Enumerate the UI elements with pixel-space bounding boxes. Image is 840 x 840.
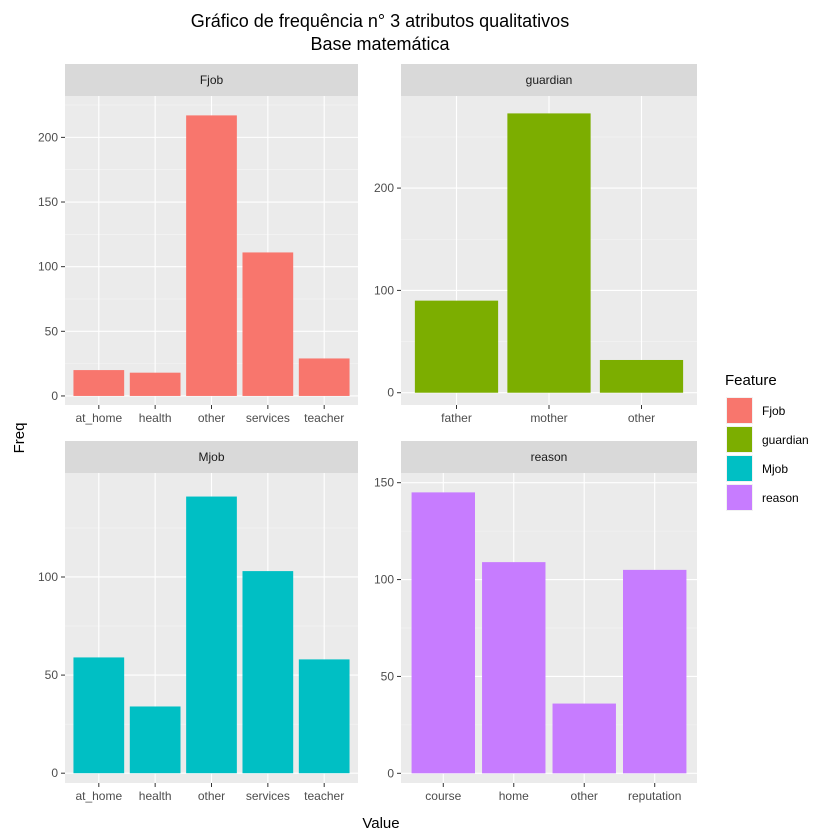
y-tick-label: 0 [387, 766, 394, 780]
facet-panel-reason: reason 0 50 100 150 course home other reputation [374, 441, 697, 803]
y-tick-label: 200 [374, 181, 394, 195]
y-tick-label: 200 [38, 130, 58, 144]
y-tick-label: 0 [387, 386, 394, 400]
legend-key-fjob [727, 398, 752, 423]
legend-title: Feature [725, 372, 777, 389]
strip-background [65, 441, 358, 473]
legend-key-reason [727, 485, 752, 510]
x-tick-label: other [628, 411, 655, 425]
x-tick-label: at_home [75, 789, 122, 803]
bar-fjob-health [129, 372, 181, 396]
x-tick-label: course [425, 789, 461, 803]
x-tick-label: health [139, 411, 172, 425]
x-axis-title: Value [362, 815, 399, 832]
legend-key-guardian [727, 427, 752, 452]
y-tick-label: 100 [374, 283, 394, 297]
x-tick-label: services [246, 789, 290, 803]
bar-fjob-at_home [73, 370, 125, 396]
bar-reason-reputation [623, 569, 687, 774]
legend-label-reason: reason [762, 491, 799, 505]
facet-panel-guardian: guardian 0 100 200 father mother other [374, 64, 697, 425]
bar-reason-home [482, 562, 546, 774]
x-tick-label: other [571, 789, 598, 803]
x-tick-label: other [198, 411, 225, 425]
bar-reason-course [411, 492, 475, 774]
legend-label-guardian: guardian [762, 433, 809, 447]
y-tick-label: 50 [381, 669, 395, 683]
x-tick-label: teacher [304, 789, 344, 803]
y-axis-title: Freq [11, 423, 28, 454]
x-tick-label: at_home [75, 411, 122, 425]
facet-panel-mjob: Mjob 0 50 100 at_home health other services teac… [38, 441, 358, 803]
x-tick-label: health [139, 789, 172, 803]
y-tick-label: 150 [38, 195, 58, 209]
bar-guardian-father [414, 300, 499, 393]
strip-label: Fjob [200, 73, 224, 87]
x-tick-label: mother [530, 411, 567, 425]
chart-subtitle: Base matemática [310, 34, 450, 54]
bar-fjob-teacher [298, 358, 350, 396]
y-tick-label: 100 [374, 573, 394, 587]
facet-panel-fjob: Fjob 0 50 100 150 200 at_home health other servic… [38, 64, 358, 425]
bar-guardian-other [599, 359, 684, 393]
strip-background [401, 441, 697, 473]
strip-background [65, 64, 358, 96]
strip-label: Mjob [198, 450, 224, 464]
chart-title: Gráfico de frequência n° 3 atributos qua… [191, 11, 569, 31]
legend-label-fjob: Fjob [762, 404, 786, 418]
y-tick-label: 100 [38, 260, 58, 274]
legend: Feature Fjob guardian Mjob reason [725, 372, 809, 511]
bar-reason-other [552, 703, 616, 774]
y-tick-label: 150 [374, 476, 394, 490]
legend-key-mjob [727, 456, 752, 481]
y-tick-label: 100 [38, 570, 58, 584]
x-tick-label: home [499, 789, 529, 803]
bar-mjob-at_home [73, 657, 125, 774]
y-tick-label: 0 [51, 389, 58, 403]
x-tick-label: reputation [628, 789, 681, 803]
bar-fjob-other [186, 115, 237, 396]
x-tick-label: services [246, 411, 290, 425]
strip-background [401, 64, 697, 96]
bar-mjob-services [242, 571, 294, 774]
bar-fjob-services [242, 252, 294, 396]
bar-mjob-teacher [298, 659, 350, 774]
strip-label: guardian [526, 73, 573, 87]
legend-label-mjob: Mjob [762, 462, 788, 476]
bar-mjob-health [129, 706, 181, 774]
y-tick-label: 50 [45, 668, 59, 682]
bar-mjob-other [186, 496, 237, 774]
x-tick-label: other [198, 789, 225, 803]
bar-guardian-mother [507, 113, 591, 393]
y-tick-label: 0 [51, 766, 58, 780]
strip-label: reason [531, 450, 568, 464]
x-tick-label: father [441, 411, 472, 425]
x-tick-label: teacher [304, 411, 344, 425]
y-tick-label: 50 [45, 324, 59, 338]
